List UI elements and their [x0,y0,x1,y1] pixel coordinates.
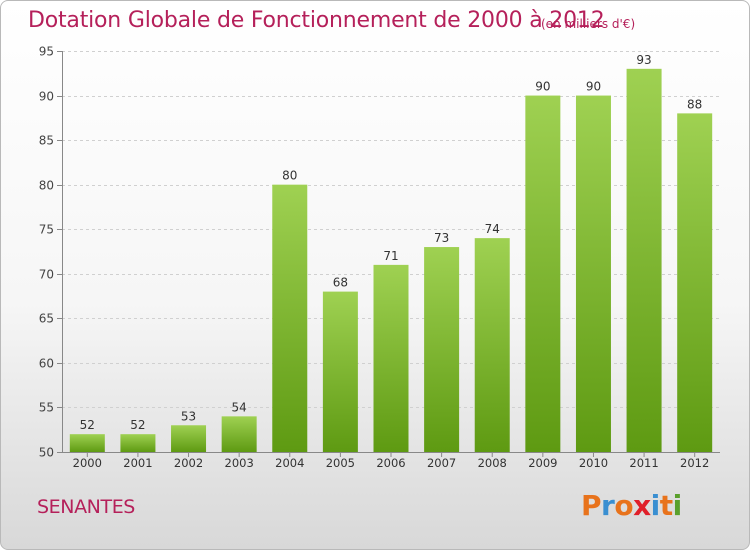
y-tick-label: 90 [39,90,54,104]
x-tick-label: 2003 [225,456,254,470]
proxiti-logo[interactable]: Proxiti [581,489,682,522]
y-tick-label: 50 [39,446,54,460]
logo-letter: i [672,489,683,522]
axes [57,51,720,457]
bar [525,95,561,453]
logo-letter: x [633,489,651,522]
y-tick-label: 75 [39,223,54,237]
x-tick-label: 2012 [680,456,709,470]
y-tick-label: 80 [39,179,54,193]
chart-title: Dotation Globale de Fonctionnement de 20… [28,8,605,33]
bar [69,434,105,452]
city-name: SENANTES [37,496,135,518]
x-tick-labels: 2000 2001 2002 2003 2004 2005 2006 2007 2008 2009… [73,456,710,470]
data-label: 74 [485,222,500,236]
y-tick-labels: 50 55 60 65 70 75 80 85 90 95 [39,45,54,460]
y-tick-label: 55 [39,401,54,415]
bar [272,184,308,452]
logo-letter: P [581,489,602,522]
data-label: 80 [282,169,297,183]
x-tick-label: 2010 [579,456,608,470]
data-labels: 52 52 53 54 80 68 71 73 74 90 90 93 88 [80,53,703,432]
logo-letter: o [614,489,634,522]
bar [322,291,358,452]
x-tick-label: 2007 [427,456,456,470]
bar [575,95,611,453]
data-label: 93 [636,53,651,67]
chart-unit-note: (en milliers d'€) [541,17,636,31]
y-tick-label: 60 [39,357,54,371]
bar [626,68,662,453]
x-tick-label: 2002 [174,456,203,470]
data-label: 53 [181,409,196,423]
x-tick-label: 2009 [528,456,557,470]
bar [171,425,207,452]
x-tick-label: 2000 [73,456,102,470]
x-tick-label: 2005 [326,456,355,470]
y-tick-label: 85 [39,134,54,148]
data-label: 52 [80,418,95,432]
x-tick-label: 2011 [629,456,658,470]
bar [373,264,409,452]
x-tick-label: 2004 [275,456,304,470]
bar [677,113,713,452]
data-label: 68 [333,276,348,290]
y-tick-label: 65 [39,312,54,326]
bar [424,247,460,452]
data-label: 71 [383,249,398,263]
x-tick-label: 2001 [123,456,152,470]
x-tick-label: 2008 [478,456,507,470]
y-tick-label: 70 [39,268,54,282]
data-label: 90 [586,80,601,94]
bar [120,434,156,452]
logo-letter: i [650,489,661,522]
data-label: 90 [535,80,550,94]
bar [474,238,510,452]
bar [221,416,257,452]
logo-letter: r [601,489,615,522]
data-label: 88 [687,97,702,111]
data-label: 54 [232,400,247,414]
y-tick-label: 95 [39,45,54,59]
logo-letter: t [659,489,673,522]
x-tick-label: 2006 [376,456,405,470]
bars [69,68,713,453]
data-label: 52 [130,418,145,432]
data-label: 73 [434,231,449,245]
